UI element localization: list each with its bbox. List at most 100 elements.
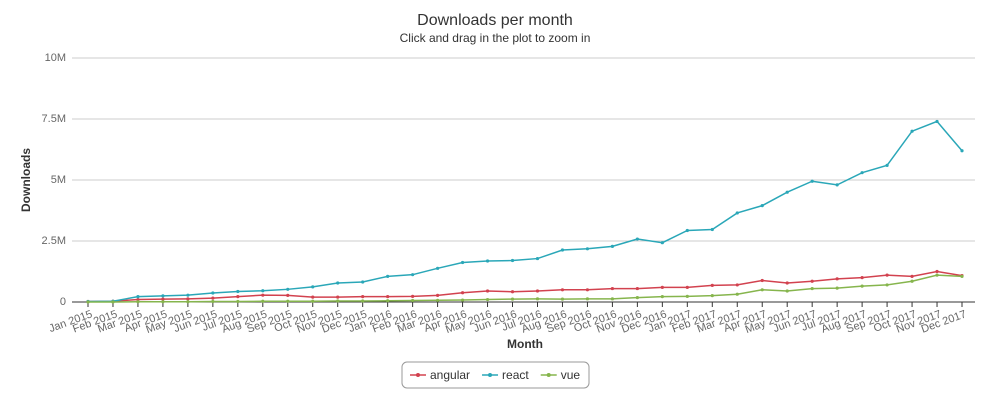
- point: [485, 259, 490, 263]
- point: [810, 279, 814, 283]
- point: [460, 298, 465, 302]
- point: [286, 299, 290, 303]
- point: [935, 119, 939, 124]
- y-axis-title: Downloads: [19, 148, 33, 212]
- series-line: [88, 274, 963, 303]
- point: [161, 294, 165, 298]
- point: [835, 183, 839, 187]
- point: [261, 299, 265, 303]
- point: [336, 299, 340, 303]
- point: [585, 288, 590, 292]
- point: [685, 228, 689, 233]
- point: [311, 295, 315, 299]
- point: [760, 204, 764, 208]
- point: [960, 274, 964, 278]
- point: [910, 274, 914, 278]
- point: [835, 286, 839, 290]
- point: [161, 300, 165, 304]
- point: [186, 297, 190, 301]
- point: [785, 281, 789, 285]
- chart-title: Downloads per month: [417, 12, 573, 29]
- point: [86, 300, 90, 304]
- point: [236, 289, 240, 294]
- point: [835, 277, 839, 281]
- point: [236, 299, 240, 304]
- point: [361, 299, 365, 303]
- legend-label[interactable]: react: [502, 368, 529, 382]
- point: [111, 300, 115, 304]
- point: [436, 298, 440, 302]
- point: [560, 248, 565, 252]
- x-axis-title: Month: [507, 337, 543, 351]
- point: [311, 285, 315, 289]
- point: [436, 293, 440, 298]
- y-tick-label: 10M: [45, 52, 66, 64]
- point: [286, 293, 290, 298]
- point: [585, 297, 590, 301]
- point: [785, 190, 789, 194]
- point: [485, 297, 490, 302]
- legend-label[interactable]: vue: [561, 368, 581, 382]
- point: [710, 294, 714, 298]
- point: [411, 298, 415, 303]
- point: [510, 290, 515, 294]
- point: [610, 297, 615, 301]
- point: [211, 291, 215, 295]
- point: [535, 289, 540, 293]
- point: [810, 286, 814, 291]
- point: [760, 288, 764, 292]
- point: [186, 293, 190, 297]
- point: [386, 295, 390, 299]
- point: [660, 285, 664, 289]
- point: [161, 297, 165, 301]
- point: [411, 294, 415, 298]
- point: [660, 295, 664, 299]
- point: [810, 179, 814, 183]
- point: [885, 273, 889, 277]
- y-tick-label: 0: [60, 296, 66, 308]
- y-tick-label: 7.5M: [42, 113, 66, 125]
- point: [361, 295, 365, 299]
- point: [411, 273, 415, 277]
- point: [685, 294, 689, 298]
- point: [560, 288, 565, 292]
- point: [336, 281, 340, 285]
- point: [286, 287, 290, 291]
- point: [535, 256, 540, 261]
- point: [485, 289, 490, 293]
- point: [935, 273, 939, 277]
- legend-marker: [546, 373, 551, 377]
- point: [460, 260, 465, 265]
- point: [336, 295, 340, 299]
- point: [710, 283, 714, 288]
- legend-marker: [416, 373, 420, 377]
- point: [261, 289, 265, 293]
- point: [660, 241, 664, 245]
- point: [386, 274, 390, 278]
- point: [735, 283, 739, 287]
- point: [960, 149, 964, 153]
- point: [685, 285, 689, 289]
- point: [910, 279, 914, 283]
- point: [510, 258, 515, 263]
- point: [910, 129, 914, 133]
- series-line: [87, 120, 963, 303]
- point: [136, 300, 140, 304]
- point: [211, 296, 215, 300]
- point: [136, 297, 140, 302]
- legend-label[interactable]: angular: [430, 368, 470, 382]
- point: [635, 296, 639, 300]
- point: [261, 293, 265, 297]
- point: [635, 286, 639, 291]
- y-tick-label: 5M: [51, 174, 66, 186]
- point: [236, 295, 240, 299]
- point: [136, 295, 140, 299]
- point: [311, 299, 315, 303]
- point: [885, 283, 889, 287]
- point: [460, 291, 465, 295]
- point: [211, 299, 215, 304]
- point: [635, 237, 639, 241]
- point: [361, 280, 365, 284]
- point: [436, 266, 440, 270]
